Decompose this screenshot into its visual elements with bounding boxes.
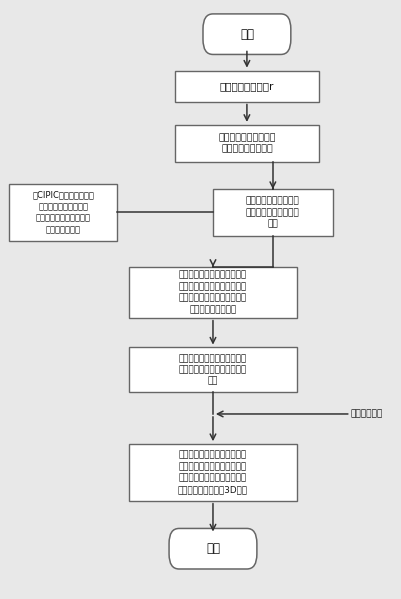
FancyBboxPatch shape (213, 189, 332, 235)
Text: 将CIPIC头相关传递函数
库视作远场头相关传递
函数数库，从中任选一组
头相关传递函数: 将CIPIC头相关传递函数 库视作远场头相关传递 函数数库，从中任选一组 头相关… (32, 190, 94, 234)
Text: 开始: 开始 (239, 28, 253, 41)
FancyBboxPatch shape (174, 125, 318, 162)
FancyBboxPatch shape (129, 444, 296, 501)
FancyBboxPatch shape (203, 14, 290, 55)
FancyBboxPatch shape (129, 347, 296, 392)
FancyBboxPatch shape (9, 184, 117, 241)
Text: 计算左右耳对应硬质球
体上位置的距离变量函
数值: 计算左右耳对应硬质球 体上位置的距离变量函 数值 (245, 196, 299, 228)
FancyBboxPatch shape (174, 71, 318, 102)
Text: 按原头相关传递函数库中的数
据格式，记录近场头相关传递
函数: 按原头相关传递函数库中的数 据格式，记录近场头相关传递 函数 (178, 354, 247, 386)
Text: 结束: 结束 (205, 542, 219, 555)
Text: 将上述头相关传递函数进行时
频变换得到对应头相关传递冲
激响应，将之与输入的音频信
号进行卷积即可得到3D音频: 将上述头相关传递函数进行时 频变换得到对应头相关传递冲 激响应，将之与输入的音频… (178, 450, 247, 494)
FancyBboxPatch shape (129, 267, 296, 317)
Text: 计算不同距离下声源到
硬质球体某点的声压: 计算不同距离下声源到 硬质球体某点的声压 (218, 133, 275, 153)
FancyBboxPatch shape (169, 528, 256, 569)
Text: 输入近场声源距离r: 输入近场声源距离r (219, 81, 273, 91)
Text: 输入一段音频: 输入一段音频 (350, 410, 382, 419)
Text: 分别将左右耳的头相关传递函
数与对应的距离变量函数值进
行计算得到对应的左右耳近场
头相关传递函数数据: 分别将左右耳的头相关传递函 数与对应的距离变量函数值进 行计算得到对应的左右耳近… (178, 271, 247, 314)
